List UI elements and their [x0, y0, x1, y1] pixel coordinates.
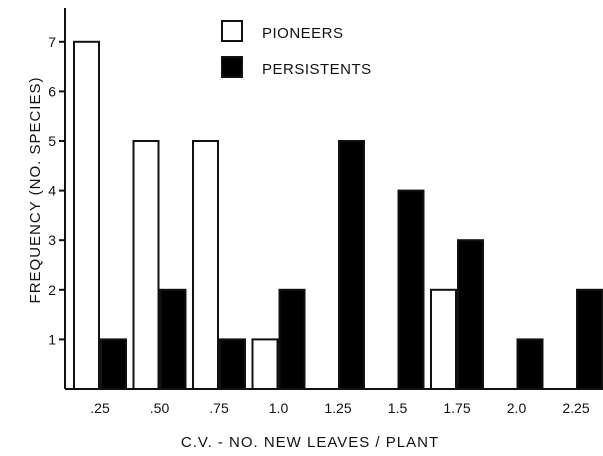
bar-pioneers-6 — [430, 288, 457, 390]
y-tick-label: 3 — [48, 232, 56, 248]
x-tick-label: 1.5 — [388, 400, 408, 416]
bar-pioneers-3 — [251, 338, 279, 390]
bar-pioneers-1 — [132, 140, 160, 390]
legend-label-persistents: PERSISTENTS — [262, 61, 372, 78]
y-tick-labels: 1 2 3 4 5 6 7 — [48, 34, 65, 347]
bar-persistents-1 — [159, 288, 187, 390]
x-tick-label: 1.25 — [324, 400, 351, 416]
bar-persistents-6 — [457, 239, 484, 390]
bar-persistents-4 — [338, 140, 365, 390]
axes-layer — [64, 8, 598, 390]
bar-persistents-7 — [516, 338, 544, 390]
bar-persistents-8 — [576, 288, 603, 390]
x-tick-label: 1.75 — [443, 400, 470, 416]
bar-persistents-3 — [278, 288, 306, 390]
bar-pioneers-0 — [73, 40, 100, 391]
x-tick-label: 2.0 — [507, 400, 527, 416]
y-tick-label: 7 — [48, 34, 56, 50]
x-tick-labels: .25 .50 .75 1.0 1.25 1.5 1.75 2.0 2.25 — [90, 400, 590, 416]
legend-swatch-pioneers — [221, 20, 243, 42]
bars-layer — [73, 40, 603, 391]
y-axis-title: FREQUENCY (NO. SPECIES) — [27, 77, 44, 304]
y-tick-label: 2 — [48, 282, 56, 298]
x-tick-label: .25 — [90, 400, 110, 416]
legend: PIONEERS PERSISTENTS — [221, 20, 372, 78]
legend-swatch-persistents — [221, 56, 243, 78]
x-axis-title: C.V. - NO. NEW LEAVES / PLANT — [181, 434, 439, 451]
y-tick-label: 4 — [48, 183, 56, 199]
bar-persistents-2 — [219, 338, 246, 390]
x-tick-label: .75 — [209, 400, 229, 416]
bar-persistents-5 — [397, 189, 425, 390]
x-tick-label: .50 — [150, 400, 170, 416]
x-tick-label: 1.0 — [269, 400, 289, 416]
y-tick-label: 6 — [48, 83, 56, 99]
y-tick-label: 1 — [48, 331, 56, 347]
x-tick-label: 2.25 — [562, 400, 589, 416]
bar-persistents-0 — [100, 338, 127, 390]
y-tick-label: 5 — [48, 133, 56, 149]
bar-pioneers-2 — [192, 140, 219, 390]
legend-label-pioneers: PIONEERS — [262, 25, 344, 42]
